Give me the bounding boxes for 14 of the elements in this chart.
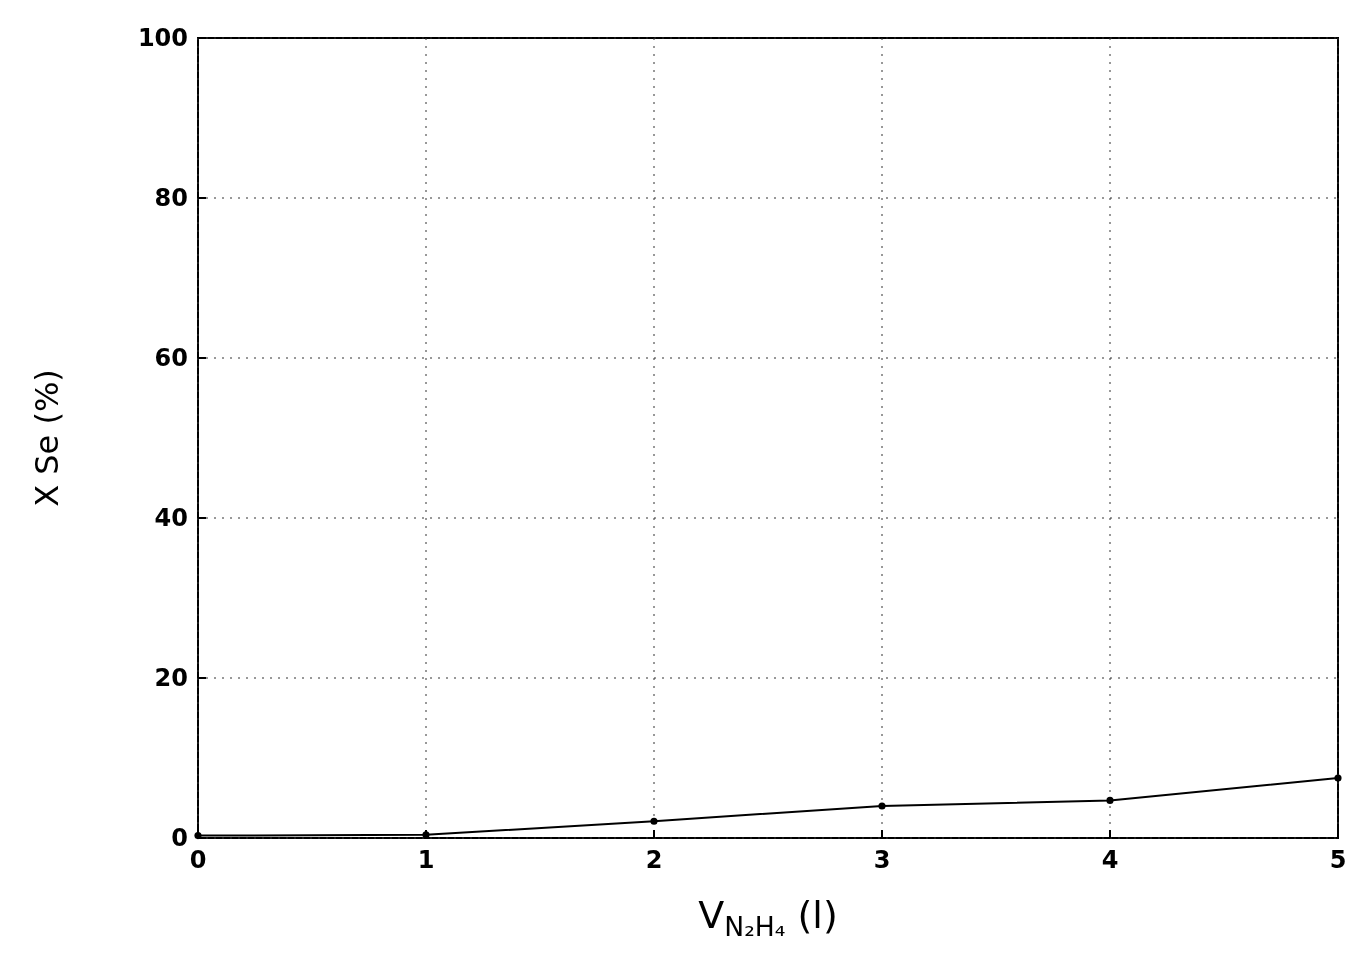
y-tick-label: 60 xyxy=(154,344,188,373)
x-tick-label: 1 xyxy=(417,846,435,874)
y-tick-label: 100 xyxy=(137,24,188,53)
y-tick-label: 40 xyxy=(154,504,188,533)
y-tick-label: 80 xyxy=(154,184,188,213)
x-tick-label: 5 xyxy=(1329,846,1347,874)
x-tick-label: 0 xyxy=(189,846,207,874)
x-tick-label: 2 xyxy=(645,846,663,874)
y-tick-label: 20 xyxy=(154,664,188,693)
y-axis-title: X Se (%) xyxy=(28,369,66,507)
x-axis-title: V$_{N₂H₄}$ (l) xyxy=(698,893,838,943)
y-tick-label: 0 xyxy=(171,824,188,853)
x-tick-label: 4 xyxy=(1101,846,1119,874)
x-tick-label: 3 xyxy=(873,846,891,874)
